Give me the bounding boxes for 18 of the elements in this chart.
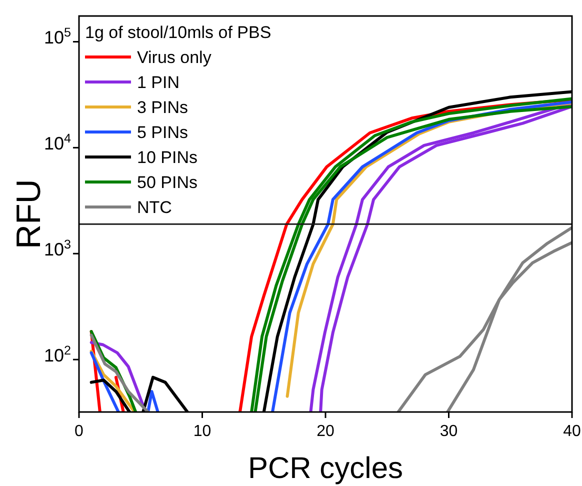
x-tick-label: 10 (193, 423, 212, 440)
y-tick-label: 10$^{5}$ (44, 26, 71, 48)
legend-label: NTC (137, 198, 172, 217)
legend-label: 5 PINs (137, 123, 188, 142)
legend-label: 1 PIN (137, 73, 180, 92)
x-tick-label: 0 (74, 423, 84, 440)
y-tick-label: 10$^{3}$ (44, 237, 71, 260)
x-tick-label: 40 (563, 423, 581, 440)
legend-title: 1g of stool/10mls of PBS (85, 23, 272, 42)
legend-label: 3 PINs (137, 98, 188, 117)
legend-label: 50 PINs (137, 173, 198, 192)
x-tick-label: 30 (440, 423, 458, 440)
x-tick-label: 20 (316, 423, 334, 440)
y-tick-label: 10$^{4}$ (44, 131, 71, 154)
y-tick-label: 10$^{2}$ (44, 343, 71, 366)
legend-label: Virus only (137, 48, 212, 67)
legend-label: 10 PINs (137, 148, 198, 167)
x-axis-title: PCR cycles (248, 452, 404, 485)
